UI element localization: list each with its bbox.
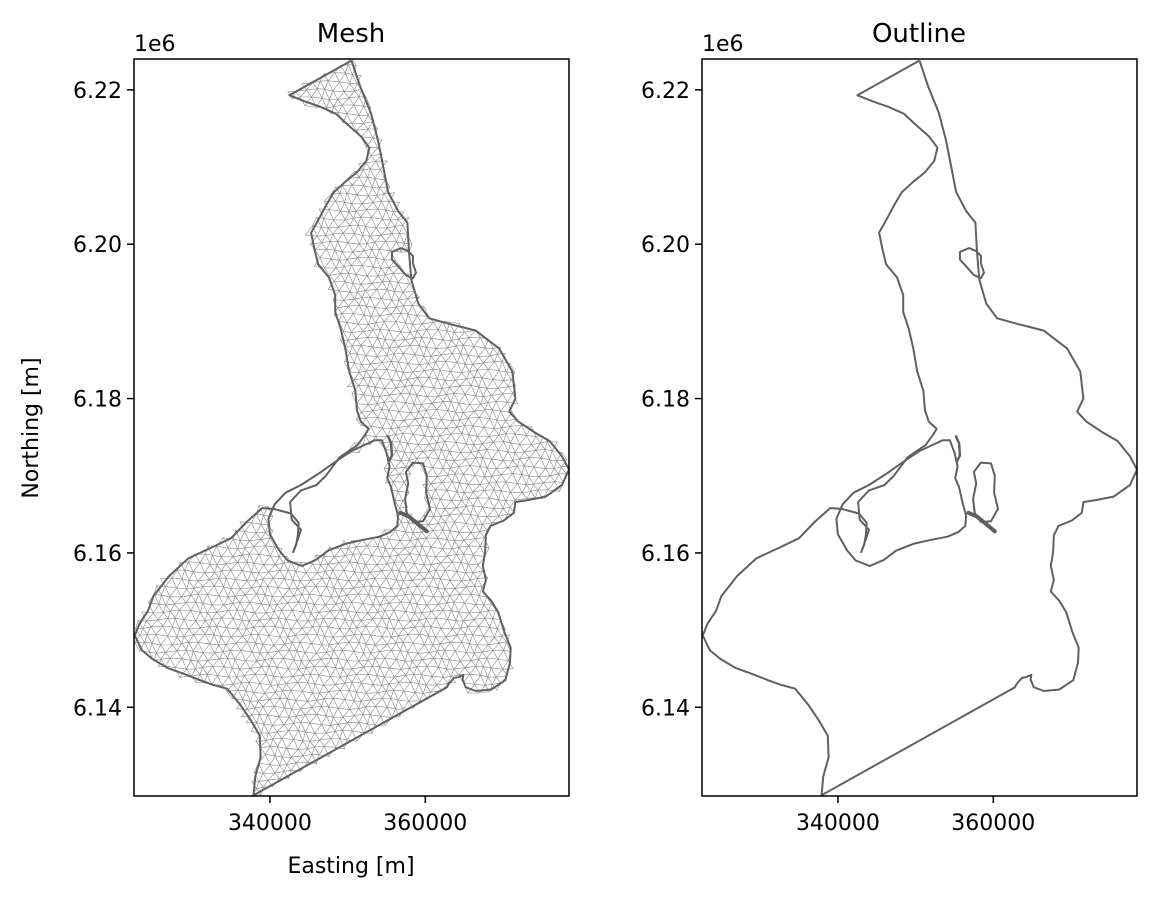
mesh-y-tick-label: 6.18 <box>73 388 122 413</box>
outline-outer-boundary <box>702 59 1137 796</box>
outline-panel: Outline 1e6 340000 360000 6.14 6.16 6.18 6.20… <box>641 19 1138 836</box>
mesh-axes-frame <box>133 58 570 797</box>
mesh-y-tick-label: 6.22 <box>73 79 122 104</box>
outline-title: Outline <box>872 19 966 49</box>
mesh-barrier-2 <box>386 435 394 463</box>
outline-x-tick-label: 340000 <box>796 811 880 836</box>
mesh-x-tick-label: 340000 <box>228 811 312 836</box>
outline-x-tick-label: 360000 <box>951 811 1035 836</box>
outline-y-offset-label: 1e6 <box>702 32 744 57</box>
mesh-panel: Mesh 1e6 Easting [m] Northing [m] 340000… <box>19 19 570 879</box>
mesh-y-tick-label: 6.20 <box>73 233 122 258</box>
outline-plot-area <box>702 59 1137 796</box>
mesh-y-tick-label: 6.14 <box>73 696 122 721</box>
outline-y-tick-label: 6.18 <box>641 388 690 413</box>
outline-y-tick-label: 6.16 <box>641 542 690 567</box>
mesh-x-axis-label: Easting [m] <box>287 854 414 879</box>
mesh-island-boundary-3 <box>390 247 417 280</box>
outline-ticks: 340000 360000 6.14 6.16 6.18 6.20 6.22 <box>641 79 1035 836</box>
mesh-x-tick-label: 360000 <box>383 811 467 836</box>
mesh-island-boundary-1 <box>267 439 400 567</box>
outline-y-tick-label: 6.22 <box>641 79 690 104</box>
mesh-y-axis-label: Northing [m] <box>19 357 44 498</box>
outline-barrier-2 <box>954 435 962 463</box>
outline-barrier-1 <box>966 510 997 534</box>
mesh-title: Mesh <box>317 19 385 49</box>
mesh-y-tick-label: 6.16 <box>73 542 122 567</box>
mesh-outer-boundary <box>134 59 569 796</box>
outline-island-boundary-3 <box>958 247 985 280</box>
mesh-plot-area <box>134 59 569 796</box>
outline-axes-frame <box>701 58 1138 797</box>
mesh-barrier-1 <box>398 510 429 534</box>
outline-y-tick-label: 6.14 <box>641 696 690 721</box>
outline-y-tick-label: 6.20 <box>641 233 690 258</box>
mesh-y-offset-label: 1e6 <box>134 32 176 57</box>
mesh-ticks: 340000 360000 6.14 6.16 6.18 6.20 6.22 <box>73 79 467 836</box>
outline-island-boundary-1 <box>835 439 968 567</box>
